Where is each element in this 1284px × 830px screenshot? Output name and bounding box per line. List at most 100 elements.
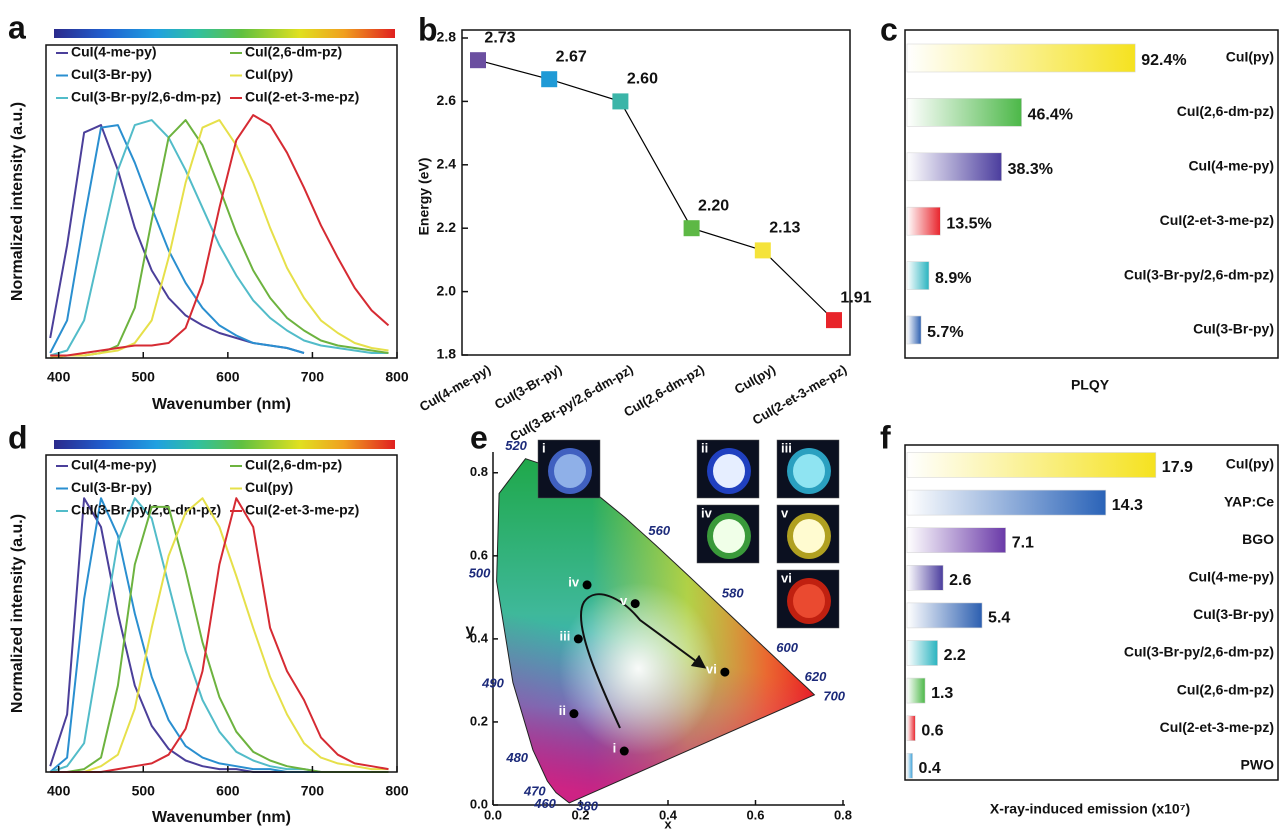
energy-marker [826, 312, 842, 329]
plot-frame [461, 29, 851, 356]
category-label: CuI(2,6-dm-pz) [1177, 681, 1274, 697]
value-label: 5.7% [927, 324, 963, 341]
inset-core [793, 454, 825, 488]
wavelength-label: 490 [481, 676, 504, 691]
emission-point [619, 746, 629, 756]
value-label: 38.3% [1008, 161, 1053, 178]
energy-line [477, 59, 835, 321]
inset-label: iv [701, 505, 713, 520]
legend-label: CuI(2,6-dm-pz) [245, 457, 342, 473]
y-tick-label: 0.6 [470, 547, 488, 562]
value-label: 2.20 [698, 197, 729, 214]
value-label: 5.4 [988, 610, 1010, 627]
spectral-locus [496, 458, 816, 804]
category-label: CuI(2-et-3-me-pz) [1160, 212, 1274, 228]
bar [906, 261, 930, 290]
wavelength-label: 480 [505, 750, 528, 765]
inset-core [713, 454, 745, 488]
value-label: 2.60 [627, 71, 658, 88]
category-label: CuI(2-et-3-me-pz) [1160, 719, 1274, 735]
inset-core [554, 454, 586, 488]
x-tick-label: 800 [385, 783, 409, 799]
y-axis-label: Normalized intensity (a.u.) [9, 514, 26, 713]
category-label: CuI(py) [1226, 456, 1274, 472]
bar [906, 98, 1022, 127]
value-label: 2.13 [769, 220, 800, 237]
inset-label: ii [701, 440, 708, 455]
energy-marker [470, 52, 486, 69]
legend-label: CuI(3-Br-py) [71, 66, 152, 82]
x-axis-label: PLQY [1071, 377, 1110, 393]
legend-label: CuI(4-me-py) [71, 457, 157, 473]
inset-label: i [542, 440, 546, 455]
spectrum-line [49, 124, 305, 354]
category-label: CuI(3-Br-py) [1193, 321, 1274, 337]
category-label: BGO [1242, 531, 1274, 547]
emission-point [720, 667, 730, 677]
x-tick-label: 600 [216, 369, 240, 385]
wavelength-label: 380 [576, 798, 598, 813]
inset-label: vi [781, 570, 792, 585]
category-label: CuI(3-Br-py/2,6-dm-pz) [1124, 644, 1274, 660]
bar [906, 452, 1157, 478]
x-tick-label: 0.2 [571, 807, 589, 822]
bar [906, 43, 1136, 73]
legend-label: CuI(4-me-py) [71, 44, 157, 60]
spectrum-line [50, 497, 389, 773]
spectrum-line [50, 114, 390, 357]
emission-point [569, 709, 579, 719]
panel-letter: a [8, 9, 26, 45]
colorbar [54, 29, 395, 38]
y-tick-label: 0.0 [470, 796, 488, 811]
value-label: 1.91 [840, 289, 871, 306]
x-tick-label: 600 [216, 783, 240, 799]
y-tick-label: 2.4 [437, 156, 457, 172]
category-label: CuI(2,6-dm-pz) [1177, 103, 1274, 119]
value-label: 8.9% [935, 270, 971, 287]
bar [906, 152, 1002, 182]
point-label: v [620, 593, 628, 608]
wavelength-label: 470 [523, 783, 546, 798]
plot-frame [45, 44, 398, 359]
point-label: vi [706, 662, 717, 677]
inset-label: iii [781, 440, 792, 455]
legend-label: CuI(2,6-dm-pz) [245, 44, 342, 60]
legend-label: CuI(py) [245, 479, 293, 495]
legend-label: CuI(py) [245, 66, 293, 82]
value-label: 13.5% [946, 215, 991, 232]
wavelength-label: 560 [648, 523, 670, 538]
x-tick-label: 800 [385, 369, 409, 385]
legend-label: CuI(2-et-3-me-pz) [245, 89, 359, 105]
value-label: 0.4 [919, 760, 941, 777]
x-tick-label: 0.8 [834, 807, 852, 822]
category-label: CuI(4-me-py) [1188, 569, 1274, 585]
x-tick-label: 400 [47, 783, 71, 799]
y-tick-label: 2.0 [437, 282, 457, 298]
inset-core [793, 584, 825, 618]
wavelength-label: 700 [823, 688, 845, 703]
x-tick-label: 0.4 [659, 807, 678, 822]
bar [906, 602, 983, 629]
category-label: CuI(py) [1226, 49, 1274, 65]
legend-label: CuI(2-et-3-me-pz) [245, 502, 359, 518]
spectrum-line [50, 497, 389, 773]
x-tick-label: 500 [132, 783, 156, 799]
bar [906, 640, 938, 666]
plot-frame [45, 454, 398, 773]
value-label: 1.3 [931, 685, 953, 702]
wavelength-label: 460 [533, 796, 556, 811]
panel-letter: f [880, 419, 891, 455]
category-label: CuI(3-Br-py) [1193, 606, 1274, 622]
x-axis-label: x [664, 816, 672, 830]
colorbar [54, 440, 395, 449]
category-label: PWO [1241, 757, 1275, 773]
value-label: 17.9 [1162, 459, 1193, 476]
bar [906, 206, 941, 236]
value-label: 2.2 [944, 647, 966, 664]
y-tick-label: 0.8 [470, 464, 488, 479]
inset-label: v [781, 505, 789, 520]
category-label: YAP:Ce [1224, 493, 1274, 509]
x-tick-label: 500 [132, 369, 156, 385]
x-tick-label: 700 [301, 369, 325, 385]
